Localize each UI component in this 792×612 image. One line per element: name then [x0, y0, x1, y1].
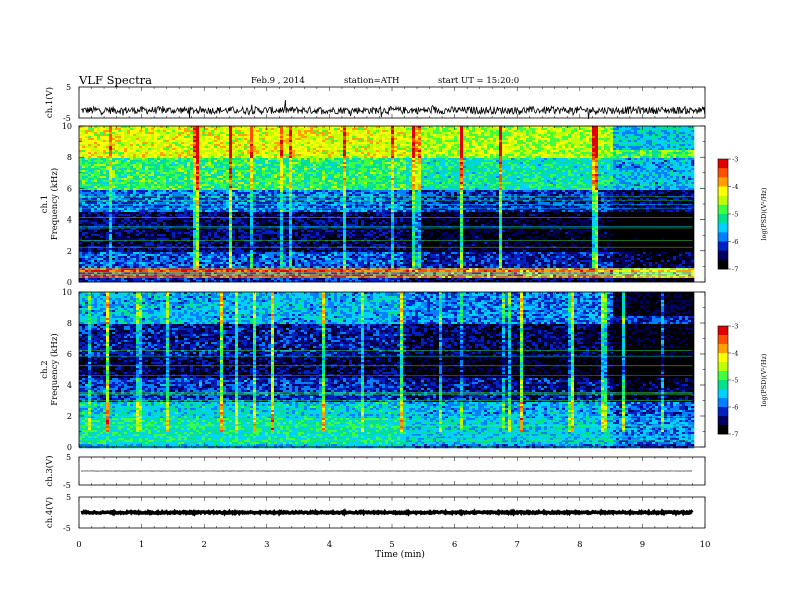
time-tick-label: 0	[76, 540, 81, 550]
frequency-tick-label: 8	[67, 153, 72, 162]
frequency-tick-label: 10	[62, 122, 72, 131]
colorbar-label: log(PSD)(V²/Hz)	[760, 187, 768, 240]
colorbar-tick-label: -6	[732, 238, 738, 246]
time-tick-label: 5	[389, 540, 394, 550]
ch4-waveform-panel: 5 -5 ch.4(V)	[44, 493, 705, 533]
y-tick-label: -5	[63, 481, 71, 490]
time-tick-label: 8	[577, 540, 582, 550]
waveform-trace	[81, 100, 705, 119]
ch1-colorbar: -3 -4 -5 -6 -7 log(PSD)(V²/Hz)	[718, 156, 768, 274]
spectrogram-cells	[79, 126, 694, 282]
ch1-waveform-panel: 5-5ch.1(V)	[44, 83, 705, 123]
y-axis-label: ch.4(V)	[44, 497, 55, 528]
y-tick-label: 5	[66, 83, 71, 92]
y-tick-label: 5	[66, 453, 71, 462]
time-tick-label: 10	[700, 540, 711, 550]
colorbar-tick-label: -4	[732, 350, 738, 358]
y-tick-label: 5	[66, 493, 71, 502]
frequency-tick-label: 6	[67, 350, 72, 359]
waveform-frame	[79, 87, 705, 118]
channel-label: ch.2	[40, 360, 50, 378]
channel-label: ch.1	[40, 195, 50, 213]
date-label: Feb.9 , 2014	[251, 76, 305, 86]
figure-title: VLF Spectra	[78, 73, 152, 87]
ch2-colorbar: -3 -4 -5 -6 -7 log(PSD)(V²/Hz)	[718, 323, 768, 439]
frequency-tick-label: 0	[67, 278, 72, 287]
time-tick-label: 6	[452, 540, 457, 550]
frequency-tick-label: 10	[62, 288, 72, 297]
colorbar-tick-label: -3	[732, 323, 738, 331]
colorbar-label: log(PSD)(V²/Hz)	[760, 353, 768, 406]
time-tick-label: 2	[201, 540, 206, 550]
y-axis-label: Frequency (kHz)	[49, 168, 60, 240]
frequency-tick-label: 6	[67, 184, 72, 193]
y-axis-label: Frequency (kHz)	[49, 333, 60, 405]
colorbar-tick-label: -7	[732, 266, 738, 274]
time-tick-label: 4	[327, 540, 332, 550]
start-time-label: start UT = 15:20:0	[438, 76, 519, 86]
time-tick-label: 3	[264, 540, 269, 550]
colorbar-tick-label: -6	[732, 404, 738, 412]
waveform-trace	[81, 512, 692, 514]
time-tick-label: 1	[139, 540, 144, 550]
frequency-tick-label: 4	[67, 381, 72, 390]
frequency-tick-label: 2	[67, 247, 72, 256]
time-tick-label: 9	[640, 540, 645, 550]
station-label: station=ATH	[344, 76, 399, 86]
ch3-waveform-panel: 5 -5 ch.3(V)	[44, 453, 705, 490]
ch2-spectrogram-panel: 0 2 4 6 8 10 ch.2 Frequency (kHz)	[40, 288, 705, 452]
frequency-tick-label: 8	[67, 319, 72, 328]
colorbar-tick-label: -5	[732, 377, 738, 385]
frequency-tick-label: 0	[67, 443, 72, 452]
y-axis-label: ch.3(V)	[44, 455, 55, 486]
y-tick-label: -5	[63, 524, 71, 533]
x-axis-label: Time (min)	[375, 549, 425, 560]
frequency-tick-label: 2	[67, 412, 72, 421]
y-axis-label: ch.1(V)	[44, 87, 55, 118]
ch1-spectrogram-panel: 0 2 4 6 8 10 ch.1 Frequency (kHz)	[40, 122, 705, 287]
colorbar-tick-label: -7	[732, 431, 738, 439]
frequency-tick-label: 4	[67, 216, 72, 225]
time-tick-label: 7	[514, 540, 519, 550]
colorbar-tick-label: -4	[732, 183, 738, 191]
colorbar-tick-label: -3	[732, 156, 738, 164]
time-axis: 0 1 2 3 4 5 6 7 8 9 10	[76, 540, 710, 550]
colorbar-tick-label: -5	[732, 211, 738, 219]
